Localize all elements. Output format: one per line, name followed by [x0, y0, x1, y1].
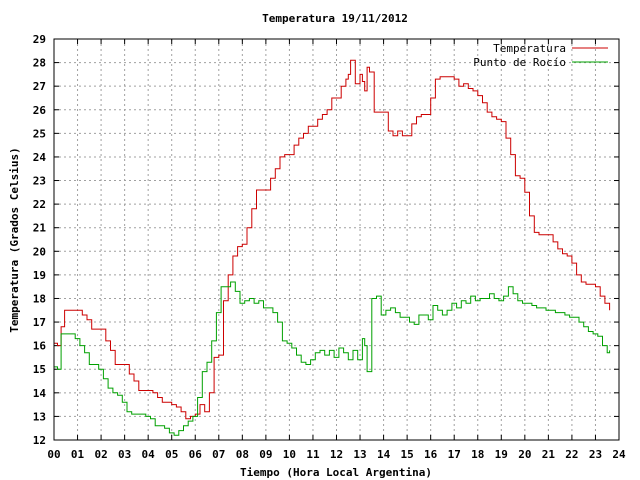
x-tick-label: 16 [424, 448, 438, 461]
y-tick-label: 29 [33, 33, 46, 46]
x-tick-label: 24 [612, 448, 626, 461]
grid [54, 39, 619, 440]
x-tick-label: 17 [448, 448, 461, 461]
plot-frame [53, 38, 620, 441]
y-tick-label: 28 [33, 57, 46, 70]
y-tick-label: 27 [33, 80, 46, 93]
x-tick-label: 09 [259, 448, 272, 461]
y-tick-label: 18 [33, 292, 46, 305]
chart-title: Temperatura 19/11/2012 [262, 12, 408, 25]
x-tick-label: 13 [353, 448, 366, 461]
y-tick-label: 25 [33, 127, 46, 140]
x-tick-label: 03 [118, 448, 131, 461]
x-axis-label: Tiempo (Hora Local Argentina) [240, 466, 432, 479]
x-tick-label: 11 [306, 448, 320, 461]
x-tick-label: 23 [589, 448, 602, 461]
y-axis-label: Temperatura (Grados Celsius) [8, 147, 21, 332]
x-tick-labels: 00 01 02 03 04 05 06 07 08 09 10 11 12 13 14 15 16 17 18 19… [47, 448, 626, 461]
y-tick-label: 15 [33, 363, 46, 376]
series-line-1 [54, 59, 611, 420]
x-tick-label: 04 [142, 448, 156, 461]
y-tick-label: 22 [33, 198, 46, 211]
legend-label-2: Punto de Rocío [473, 56, 566, 69]
y-tick-label: 14 [33, 387, 47, 400]
ticks [53, 38, 620, 441]
legend-label-1: Temperatura [493, 42, 566, 55]
x-tick-label: 06 [189, 448, 203, 461]
x-tick-label: 18 [471, 448, 484, 461]
y-tick-label: 13 [33, 410, 46, 423]
series-group [54, 59, 611, 436]
x-tick-label: 07 [212, 448, 225, 461]
x-tick-label: 05 [165, 448, 178, 461]
y-tick-label: 26 [33, 104, 47, 117]
x-tick-label: 21 [542, 448, 556, 461]
y-tick-label: 19 [33, 269, 46, 282]
y-tick-label: 23 [33, 175, 46, 188]
x-tick-label: 08 [236, 448, 249, 461]
y-tick-label: 16 [33, 340, 47, 353]
x-tick-label: 02 [94, 448, 107, 461]
y-tick-label: 20 [33, 245, 46, 258]
x-tick-label: 00 [47, 448, 60, 461]
y-tick-label: 24 [33, 151, 47, 164]
x-tick-label: 15 [401, 448, 414, 461]
y-tick-label: 21 [33, 222, 47, 235]
x-tick-label: 22 [565, 448, 578, 461]
y-tick-label: 12 [33, 434, 46, 447]
x-tick-label: 12 [330, 448, 343, 461]
y-tick-label: 17 [33, 316, 46, 329]
x-tick-label: 01 [71, 448, 85, 461]
y-tick-labels: 12 13 14 15 16 17 18 19 20 21 22 23 24 25 26 27 28 29 [33, 33, 47, 447]
x-tick-label: 14 [377, 448, 391, 461]
x-tick-label: 19 [495, 448, 508, 461]
x-tick-label: 20 [518, 448, 531, 461]
series-line-2 [54, 281, 611, 436]
x-tick-label: 10 [283, 448, 296, 461]
